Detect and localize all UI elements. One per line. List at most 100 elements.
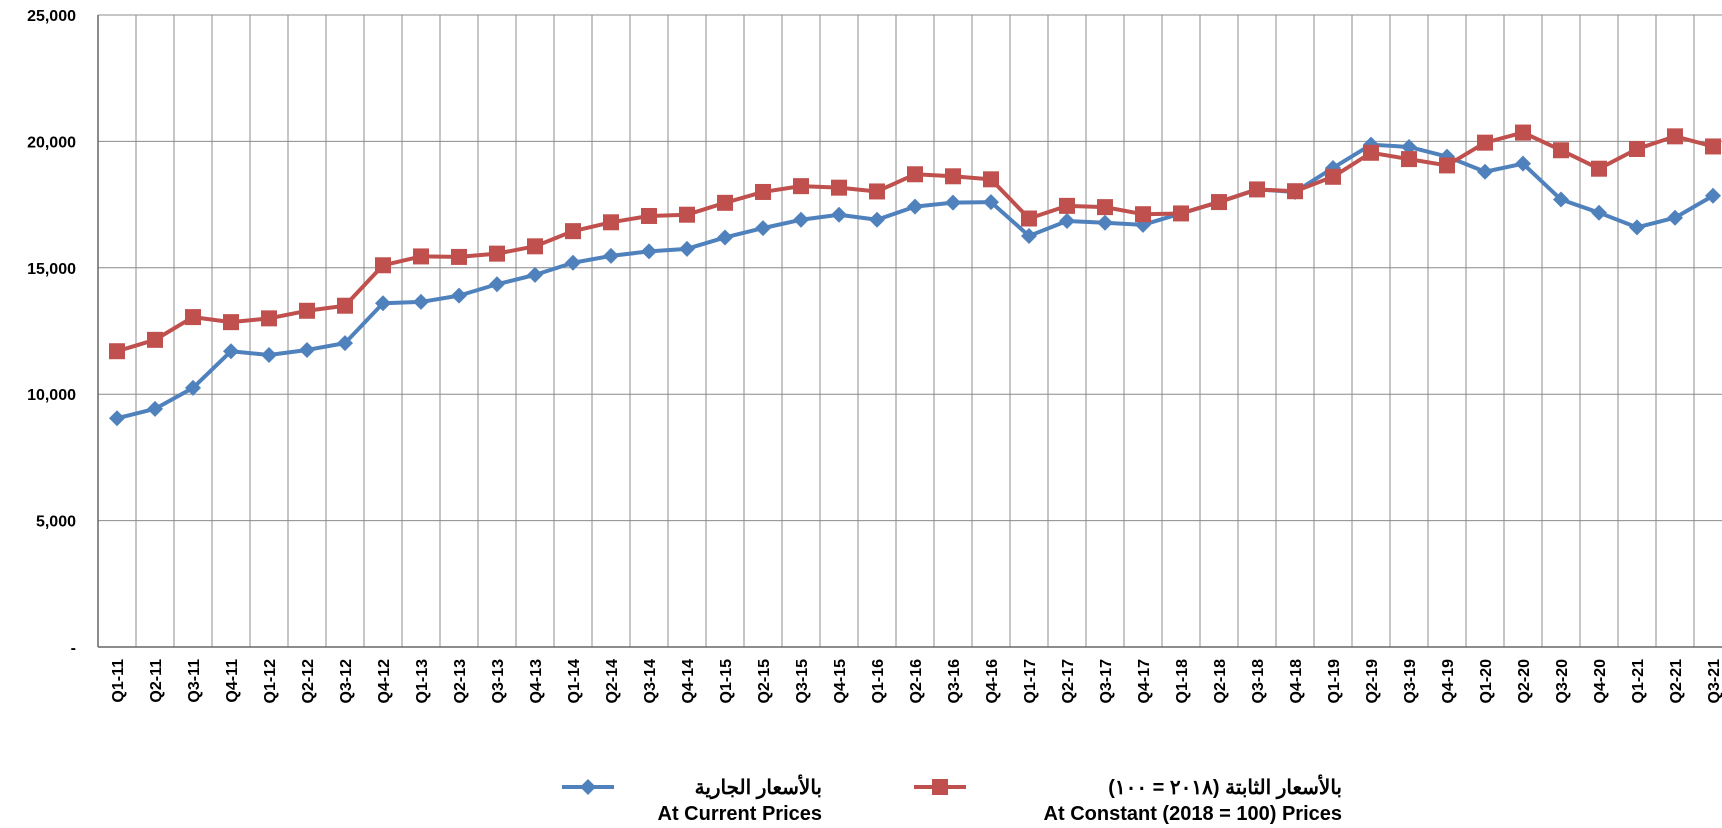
x-tick-label: Q4-18 [1288, 659, 1305, 704]
data-point-square [755, 183, 771, 200]
data-point-square [109, 343, 125, 360]
x-axis: Q1-11 Q2-11 Q3-11 Q4-11 Q1-12 Q2-12 Q3-12 Q4-12… [98, 646, 1722, 704]
y-tick-label: 15,000 [27, 261, 76, 278]
data-point-diamond [1515, 155, 1531, 172]
legend-label-current-ar: بالأسعار الجارية [694, 777, 822, 799]
data-point-square [603, 214, 619, 231]
x-tick-label: Q2-21 [1668, 659, 1685, 704]
data-point-square [983, 171, 999, 188]
data-point-diamond [185, 379, 201, 396]
x-tick-label: Q2-17 [1060, 659, 1077, 704]
x-tick-label: Q2-14 [604, 659, 621, 704]
data-point-diamond [1021, 227, 1037, 244]
y-tick-label: - [71, 640, 76, 657]
x-tick-label: Q1-12 [262, 659, 279, 704]
x-tick-label: Q2-16 [908, 659, 925, 704]
data-point-square [147, 331, 163, 348]
data-point-diamond [983, 194, 999, 211]
data-point-square [527, 238, 543, 255]
legend-label-current: بالأسعار الجارية At Current Prices [658, 775, 823, 827]
data-point-diamond [337, 335, 353, 352]
data-point-diamond [261, 347, 277, 364]
data-point-square [375, 257, 391, 274]
x-tick-label: Q2-15 [756, 659, 773, 704]
x-tick-label: Q3-21 [1706, 659, 1722, 704]
data-point-diamond [717, 229, 733, 246]
x-tick-label: Q3-20 [1554, 659, 1571, 704]
data-point-square [1097, 199, 1113, 216]
data-point-diamond [299, 341, 315, 358]
data-point-diamond [1059, 213, 1075, 230]
data-point-diamond [1553, 191, 1569, 208]
data-point-square [1173, 205, 1189, 222]
data-point-square [831, 179, 847, 196]
x-tick-label: Q2-18 [1212, 659, 1229, 704]
data-point-square [1059, 197, 1075, 214]
data-point-diamond [1097, 214, 1113, 231]
data-point-square [1211, 194, 1227, 211]
data-point-square [223, 314, 239, 331]
y-axis: - 5,000 10,000 15,000 20,000 25,000 [27, 8, 99, 657]
data-point-diamond [907, 198, 923, 215]
x-tick-label: Q1-20 [1478, 659, 1495, 704]
data-point-square [261, 310, 277, 327]
x-tick-label: Q4-11 [224, 659, 241, 703]
x-tick-label: Q1-15 [718, 659, 735, 704]
data-point-diamond [375, 295, 391, 312]
x-tick-label: Q2-12 [300, 659, 317, 704]
data-point-diamond [489, 276, 505, 293]
x-tick-label: Q4-13 [528, 659, 545, 704]
x-tick-label: Q1-18 [1174, 659, 1191, 704]
x-tick-label: Q1-21 [1630, 659, 1647, 704]
legend-label-constant-en: At Constant (2018 = 100) Prices [1043, 803, 1342, 825]
data-point-square [1591, 160, 1607, 177]
legend-item-current: بالأسعار الجارية At Current Prices [560, 775, 830, 828]
series-constant-prices [109, 124, 1721, 360]
x-tick-label: Q2-13 [452, 659, 469, 704]
x-tick-label: Q3-11 [186, 659, 203, 703]
data-point-diamond [1401, 138, 1417, 155]
data-point-square [1325, 168, 1341, 185]
data-point-square [1287, 183, 1303, 200]
data-point-diamond [755, 220, 771, 237]
data-point-square [1439, 157, 1455, 174]
data-point-square [641, 207, 657, 224]
data-point-square [1477, 134, 1493, 151]
data-point-square [1629, 140, 1645, 157]
data-point-diamond [945, 194, 961, 211]
x-tick-label: Q4-15 [832, 659, 849, 704]
data-point-square [337, 297, 353, 314]
data-point-diamond [451, 287, 467, 304]
legend-swatch-constant [914, 779, 966, 795]
x-tick-label: Q3-12 [338, 659, 355, 704]
x-tick-label: Q4-14 [680, 659, 697, 704]
legend-swatch-current [562, 779, 614, 795]
data-point-square [1401, 151, 1417, 168]
x-tick-label: Q3-19 [1402, 659, 1419, 704]
line-chart: - 5,000 10,000 15,000 20,000 25,000 Q1-11 Q2-1… [27, 8, 1722, 704]
data-point-diamond [869, 211, 885, 228]
data-point-diamond [1705, 187, 1721, 204]
data-point-diamond [109, 410, 125, 427]
y-tick-label: 25,000 [27, 8, 76, 25]
data-point-square [1249, 181, 1265, 198]
x-tick-label: Q4-20 [1592, 659, 1609, 704]
series-line [116, 142, 1715, 421]
data-point-square [451, 248, 467, 265]
data-point-square [185, 309, 201, 326]
data-point-diamond [831, 206, 847, 223]
x-tick-label: Q1-17 [1022, 659, 1039, 704]
legend-label-constant-ar: بالأسعار الثابتة (٢٠١٨ = ١٠٠) [1108, 777, 1342, 799]
x-tick-label: Q4-12 [376, 659, 393, 704]
x-tick-label: Q1-14 [566, 659, 583, 704]
data-point-square [1135, 206, 1151, 223]
data-point-square [945, 168, 961, 185]
data-point-square [1667, 128, 1683, 145]
data-point-square [299, 302, 315, 319]
x-tick-label: Q3-18 [1250, 659, 1267, 704]
data-point-diamond [1591, 204, 1607, 221]
data-point-square [1363, 144, 1379, 161]
y-tick-label: 5,000 [36, 514, 76, 531]
data-point-square [1705, 138, 1721, 155]
data-point-square [1021, 210, 1037, 227]
